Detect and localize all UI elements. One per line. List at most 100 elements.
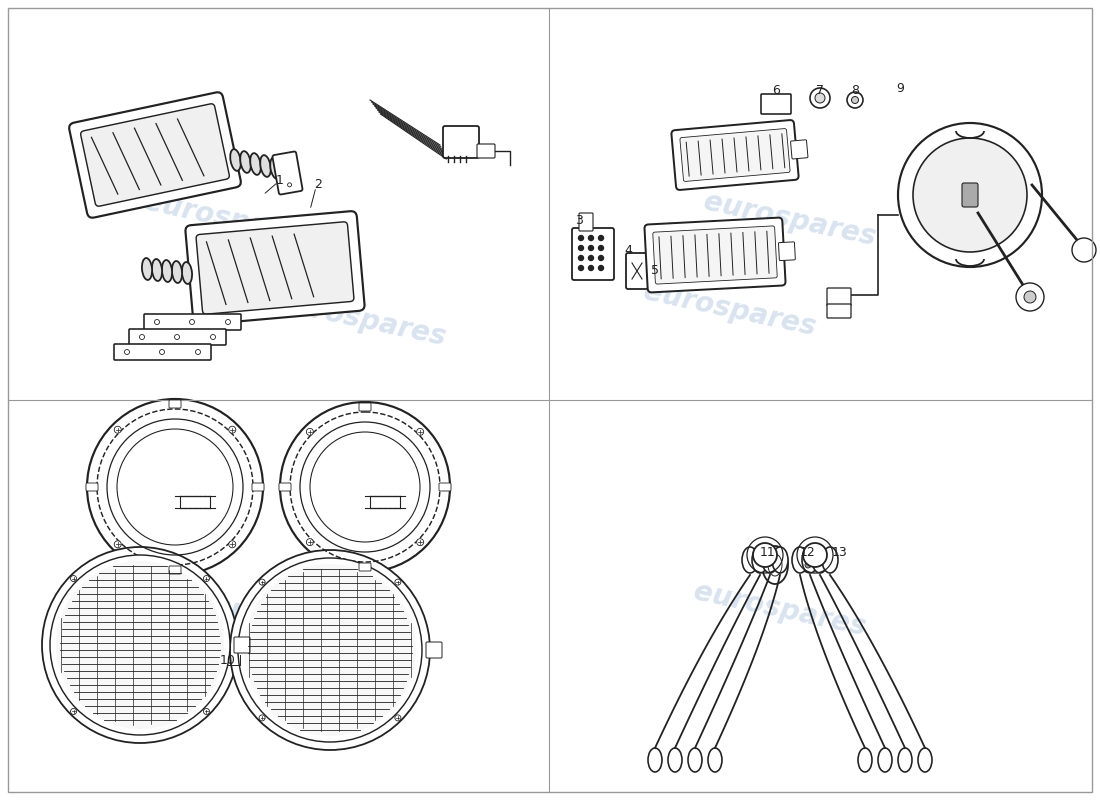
Text: 7: 7 <box>816 83 824 97</box>
Circle shape <box>598 235 604 241</box>
Circle shape <box>395 579 400 585</box>
FancyBboxPatch shape <box>443 126 478 158</box>
Circle shape <box>588 246 594 250</box>
FancyBboxPatch shape <box>652 226 778 284</box>
Text: eurospares: eurospares <box>141 188 319 252</box>
FancyBboxPatch shape <box>169 400 182 408</box>
Ellipse shape <box>230 149 241 171</box>
Ellipse shape <box>261 155 271 177</box>
FancyBboxPatch shape <box>626 253 648 289</box>
Circle shape <box>417 538 424 546</box>
FancyBboxPatch shape <box>196 222 354 314</box>
Circle shape <box>1016 283 1044 311</box>
Circle shape <box>260 579 265 585</box>
FancyBboxPatch shape <box>579 213 593 231</box>
Circle shape <box>160 350 165 354</box>
FancyBboxPatch shape <box>80 104 229 206</box>
Text: eurospares: eurospares <box>272 288 449 352</box>
Circle shape <box>598 246 604 250</box>
Circle shape <box>229 541 235 548</box>
Circle shape <box>579 255 583 261</box>
FancyBboxPatch shape <box>359 563 371 571</box>
Circle shape <box>154 319 160 325</box>
FancyBboxPatch shape <box>439 483 451 491</box>
Text: 6: 6 <box>772 83 780 97</box>
Text: eurospares: eurospares <box>702 188 879 252</box>
Ellipse shape <box>648 748 662 772</box>
FancyBboxPatch shape <box>680 129 790 182</box>
Text: 11: 11 <box>760 546 775 559</box>
Circle shape <box>598 266 604 270</box>
Text: 2: 2 <box>315 178 322 191</box>
FancyBboxPatch shape <box>273 151 303 194</box>
FancyBboxPatch shape <box>69 92 241 218</box>
Circle shape <box>801 558 815 572</box>
Text: eurospares: eurospares <box>641 278 818 342</box>
Circle shape <box>805 562 811 568</box>
Circle shape <box>114 426 121 434</box>
Ellipse shape <box>142 258 152 280</box>
FancyBboxPatch shape <box>477 144 495 158</box>
Circle shape <box>588 235 594 241</box>
Circle shape <box>204 709 209 714</box>
Ellipse shape <box>898 748 912 772</box>
Circle shape <box>1072 238 1096 262</box>
Circle shape <box>204 575 209 582</box>
Text: 3: 3 <box>575 214 583 227</box>
FancyBboxPatch shape <box>761 94 791 114</box>
FancyBboxPatch shape <box>791 140 807 159</box>
Circle shape <box>87 399 263 575</box>
FancyBboxPatch shape <box>252 483 264 491</box>
Ellipse shape <box>772 547 788 573</box>
FancyBboxPatch shape <box>572 228 614 280</box>
Circle shape <box>124 350 130 354</box>
Circle shape <box>175 334 179 339</box>
Circle shape <box>229 426 235 434</box>
FancyBboxPatch shape <box>827 304 851 318</box>
Ellipse shape <box>271 157 281 179</box>
Text: 8: 8 <box>851 83 859 97</box>
Text: 1: 1 <box>276 174 284 186</box>
Ellipse shape <box>708 748 722 772</box>
Ellipse shape <box>742 547 758 573</box>
Ellipse shape <box>812 547 828 573</box>
Circle shape <box>803 543 827 567</box>
Text: 9: 9 <box>896 82 904 94</box>
Text: 4: 4 <box>624 243 631 257</box>
Ellipse shape <box>152 259 162 281</box>
Circle shape <box>579 235 583 241</box>
Circle shape <box>754 543 777 567</box>
Circle shape <box>588 255 594 261</box>
Circle shape <box>588 266 594 270</box>
Circle shape <box>70 575 77 582</box>
Text: 5: 5 <box>651 263 659 277</box>
Ellipse shape <box>822 547 838 573</box>
Ellipse shape <box>762 547 778 573</box>
Circle shape <box>196 350 200 354</box>
Circle shape <box>70 709 77 714</box>
FancyBboxPatch shape <box>962 183 978 207</box>
FancyBboxPatch shape <box>645 218 785 292</box>
Circle shape <box>306 538 313 546</box>
Circle shape <box>579 246 583 250</box>
FancyBboxPatch shape <box>779 242 795 261</box>
Circle shape <box>579 266 583 270</box>
FancyBboxPatch shape <box>827 288 851 306</box>
Ellipse shape <box>182 262 192 284</box>
Circle shape <box>226 319 231 325</box>
Text: 12: 12 <box>800 546 816 559</box>
Ellipse shape <box>752 547 768 573</box>
Ellipse shape <box>918 748 932 772</box>
Ellipse shape <box>688 748 702 772</box>
Text: eurospares: eurospares <box>141 578 319 642</box>
Text: 13: 13 <box>832 546 848 559</box>
Circle shape <box>898 123 1042 267</box>
Text: 10: 10 <box>220 654 235 666</box>
Ellipse shape <box>668 748 682 772</box>
FancyBboxPatch shape <box>86 483 98 491</box>
Circle shape <box>851 97 858 103</box>
Circle shape <box>598 255 604 261</box>
Circle shape <box>42 547 238 743</box>
Circle shape <box>815 93 825 103</box>
Circle shape <box>913 138 1027 252</box>
